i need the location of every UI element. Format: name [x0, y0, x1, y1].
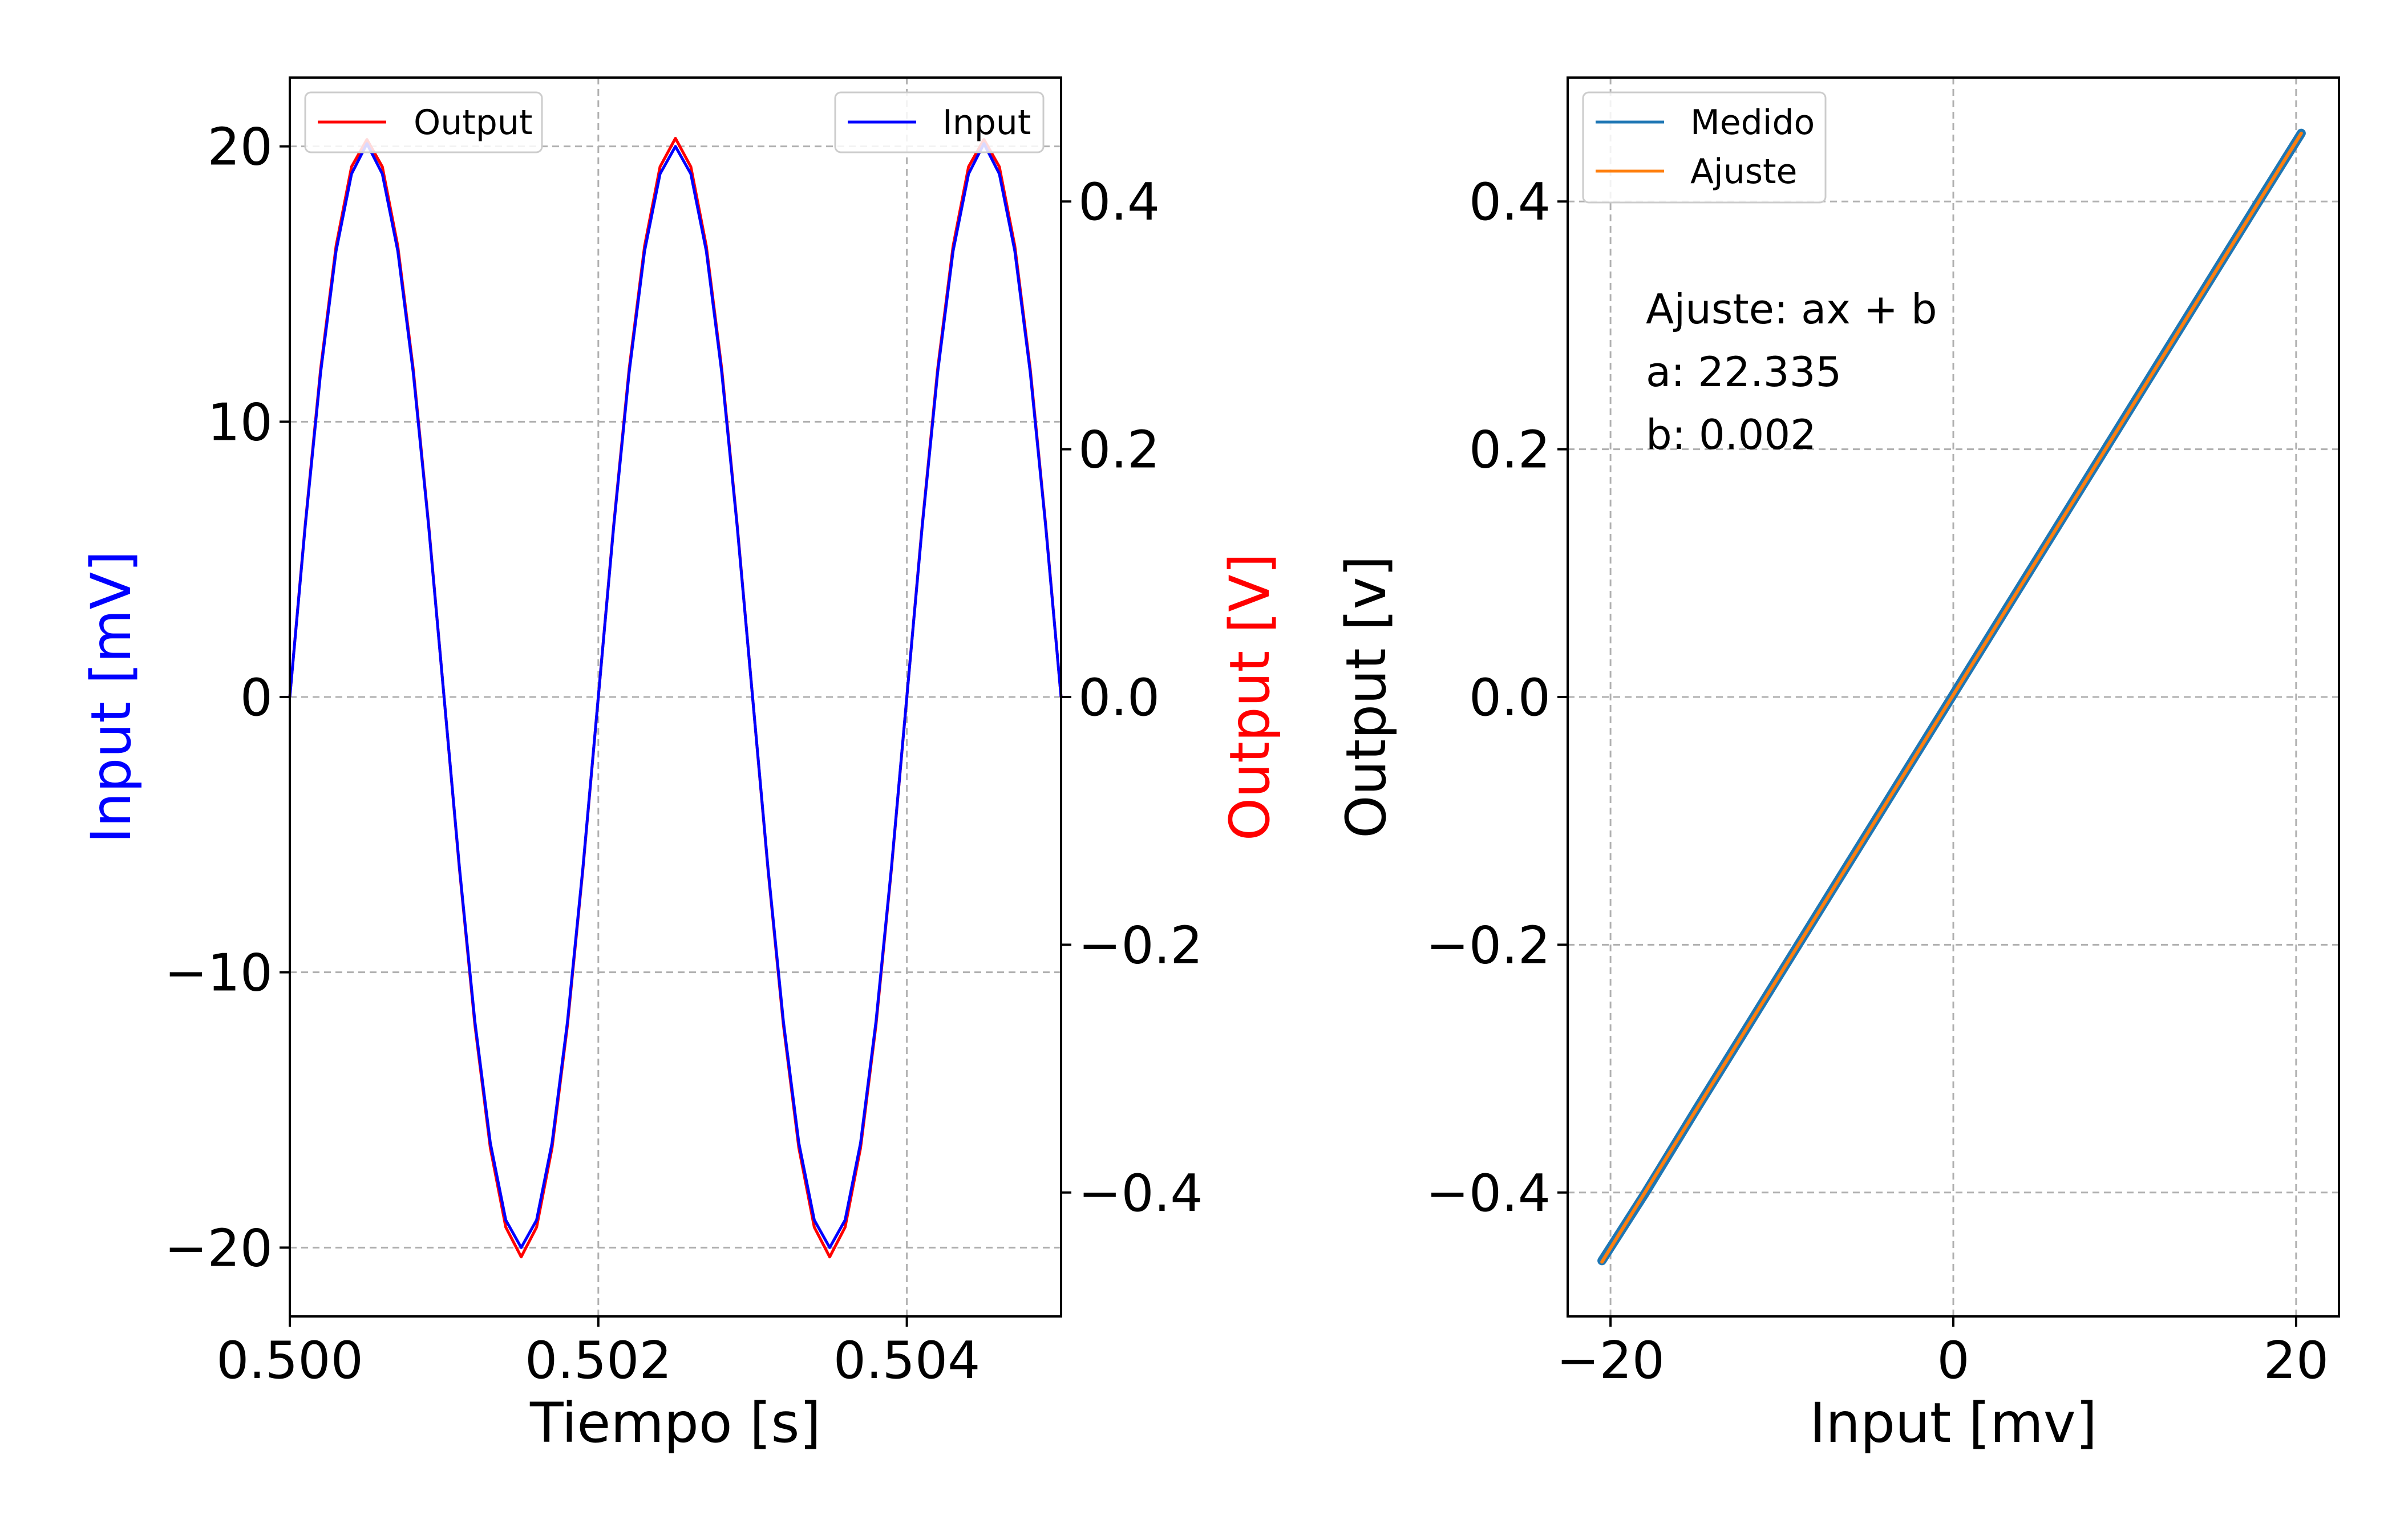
y-tick-label: −0.2: [1426, 915, 1551, 975]
y-left-tick-label: 10: [207, 392, 273, 452]
transfer-chart: −20 0 20 −0.4 −0.2 0.0 0.2 0.4 Input [mv] Outp…: [1334, 76, 2340, 1455]
x-tick-label: −20: [1556, 1331, 1665, 1391]
y-right-tick-label: 0.0: [1078, 668, 1160, 728]
x-axis-label: Tiempo [s]: [529, 1391, 821, 1455]
y-tick-label: −0.4: [1426, 1164, 1551, 1223]
series-line-input: [288, 142, 1063, 1249]
fit-annotation: Ajuste: ax + b a: 22.335 b: 0.002: [1646, 285, 1937, 459]
x-ticks: −20 0 20: [1556, 1316, 2329, 1391]
legend-input-label: Input: [942, 103, 1031, 143]
y-left-ticks: −20 −10 0 10 20: [164, 117, 290, 1278]
y-left-tick-label: 0: [240, 668, 273, 728]
legend-output-label: Output: [414, 103, 532, 143]
series-lines: [1597, 128, 2306, 1266]
y-left-tick-label: −20: [164, 1218, 273, 1278]
y-ticks: −0.4 −0.2 0.0 0.2 0.4: [1426, 172, 1568, 1223]
y-left-tick-label: 20: [207, 117, 273, 177]
y-left-axis-label: Input [mV]: [79, 550, 143, 843]
y-axis-label: Output [v]: [1334, 556, 1398, 838]
x-tick-label: 0: [1937, 1331, 1969, 1391]
x-axis-label: Input [mv]: [1810, 1391, 2097, 1455]
x-tick-label: 0.500: [216, 1331, 363, 1391]
x-tick-label: 0.504: [833, 1331, 981, 1391]
fit-equation: Ajuste: ax + b: [1646, 285, 1937, 333]
y-right-tick-label: 0.2: [1078, 420, 1160, 480]
y-tick-label: 0.0: [1469, 668, 1551, 728]
series-lines: [288, 136, 1063, 1259]
series-line-ajuste: [1600, 131, 2303, 1264]
x-ticks: 0.500 0.502 0.504: [216, 1316, 980, 1391]
y-right-ticks: −0.4 −0.2 0.0 0.2 0.4: [1061, 172, 1203, 1223]
legend-input: Input: [834, 91, 1045, 153]
y-tick-label: 0.4: [1469, 172, 1551, 232]
y-right-tick-label: −0.4: [1078, 1164, 1203, 1223]
y-tick-label: 0.2: [1469, 420, 1551, 480]
x-tick-label: 20: [2264, 1331, 2329, 1391]
y-right-tick-label: −0.2: [1078, 915, 1203, 975]
legend-output: Output: [304, 91, 543, 153]
fit-slope: a: 22.335: [1646, 348, 1841, 396]
legend-medido-label: Medido: [1690, 103, 1815, 143]
y-right-tick-label: 0.4: [1078, 172, 1160, 232]
legend: Medido Ajuste: [1582, 91, 1827, 204]
time-domain-chart: 0.500 0.502 0.504 −20 −10 0 10 20 −0.4 −0.2 0.0 0…: [79, 76, 1282, 1455]
fit-intercept: b: 0.002: [1646, 411, 1816, 459]
y-left-tick-label: −10: [164, 943, 273, 1003]
y-right-axis-label: Output [V]: [1218, 553, 1282, 841]
x-tick-label: 0.502: [525, 1331, 672, 1391]
legend-ajuste-label: Ajuste: [1690, 152, 1797, 192]
